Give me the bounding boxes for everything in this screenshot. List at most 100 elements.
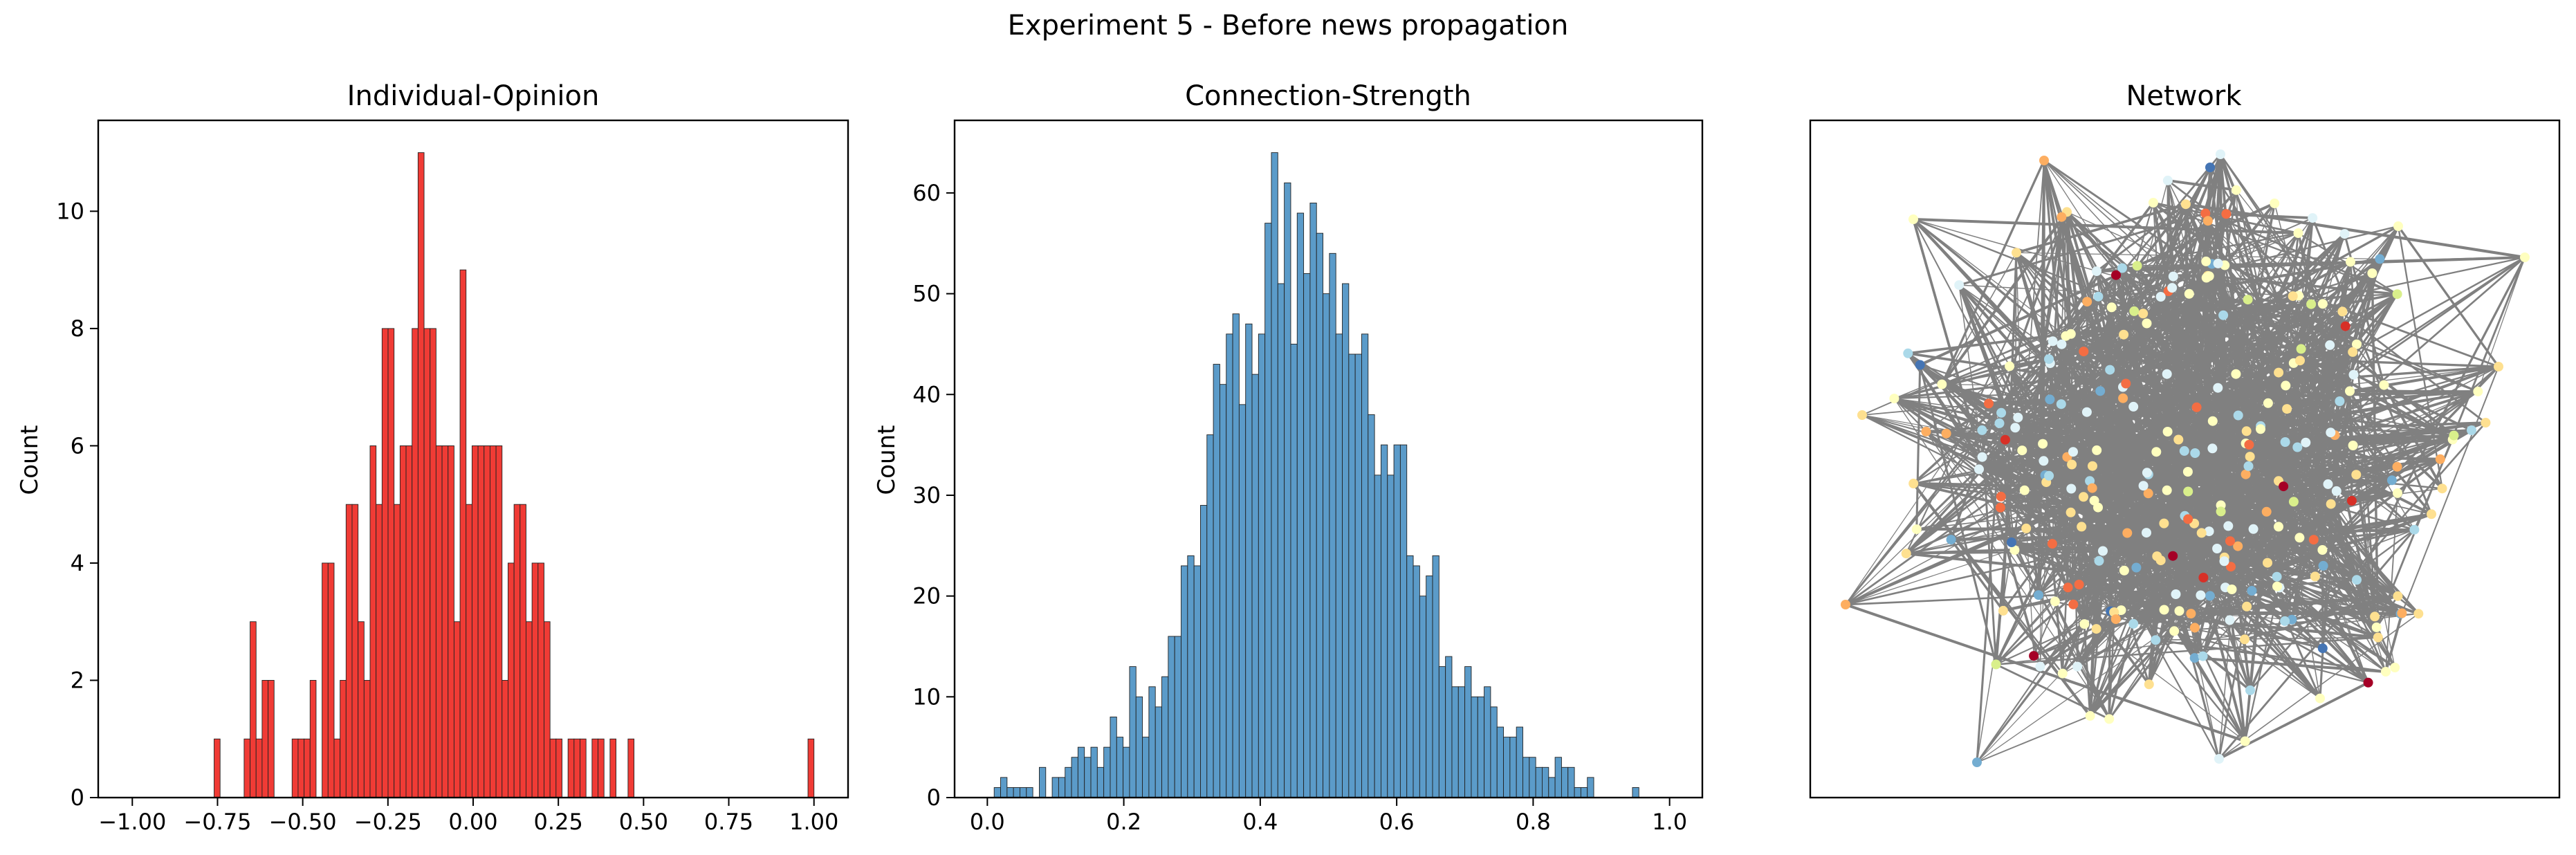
network-node xyxy=(2294,533,2305,543)
opinion-x-tick-label: 0.50 xyxy=(619,809,668,835)
network-node xyxy=(2241,469,2251,479)
network-node xyxy=(2348,369,2359,380)
network-node xyxy=(1984,398,1994,409)
network-node xyxy=(2035,661,2045,672)
strength-x-tick-label: 0.2 xyxy=(1106,809,1141,835)
network-node xyxy=(2473,386,2483,396)
network-node xyxy=(2225,615,2235,625)
network-node xyxy=(2270,199,2280,208)
network-node xyxy=(2393,488,2402,498)
strength-bar xyxy=(1071,757,1078,798)
network-edge xyxy=(1950,539,2005,612)
strength-axis-ticks: 0.0 0.2 0.4 0.6 0.8 1.0 0 10 20 30 40 50 60 xyxy=(912,180,1687,835)
strength-bar xyxy=(1296,212,1305,798)
strength-bar xyxy=(1393,444,1401,798)
network-node xyxy=(2068,599,2079,609)
network-node xyxy=(2091,624,2101,634)
opinion-bar xyxy=(297,738,305,798)
network-node xyxy=(2520,252,2530,262)
network-node xyxy=(2306,299,2317,309)
network-edge xyxy=(2148,365,2499,495)
network-node xyxy=(2105,365,2115,375)
network-edge xyxy=(1861,414,2225,562)
network-edge xyxy=(2349,391,2393,481)
network-node xyxy=(2318,560,2328,571)
network-node xyxy=(2019,485,2030,495)
strength-bar xyxy=(1038,766,1047,798)
network-node xyxy=(2079,492,2088,502)
network-edge xyxy=(1916,527,2027,531)
opinion-bar xyxy=(513,504,521,798)
network-node xyxy=(2242,601,2252,612)
opinion-bar xyxy=(322,562,329,798)
network-edge xyxy=(1940,211,2068,385)
strength-bar xyxy=(1148,686,1156,798)
network-edge xyxy=(2099,272,2373,392)
network-node xyxy=(2288,497,2299,507)
strength-bar xyxy=(1548,777,1556,798)
network-node xyxy=(2029,651,2039,661)
opinion-bar xyxy=(591,738,598,798)
network-node xyxy=(2171,589,2181,599)
opinion-bar xyxy=(399,445,407,798)
strength-bar xyxy=(1471,696,1478,798)
network-node xyxy=(2017,445,2027,456)
network-node xyxy=(2339,229,2350,239)
network-node xyxy=(2013,412,2023,423)
strength-bar xyxy=(1103,746,1111,798)
network-edge xyxy=(1845,603,2246,743)
network-edge xyxy=(1913,219,2019,419)
strength-y-tick-label: 10 xyxy=(912,683,941,710)
network-node xyxy=(2263,558,2272,568)
strength-plot-frame xyxy=(953,119,1704,799)
strength-x-tick-label: 0.8 xyxy=(1516,809,1551,835)
network-node xyxy=(2345,386,2355,396)
network-edge xyxy=(2311,217,2433,515)
opinion-bar xyxy=(345,504,353,798)
network-edge xyxy=(1946,432,2148,475)
network-node xyxy=(2138,481,2149,491)
network-node xyxy=(2056,399,2066,410)
network-node xyxy=(2131,562,2142,573)
opinion-bar xyxy=(453,621,461,798)
strength-bar xyxy=(1387,475,1395,798)
opinion-x-tick-label: 1.00 xyxy=(789,809,838,835)
network-node xyxy=(2168,551,2178,561)
strength-histogram-panel: Connection-Strength Count 0.0 0.2 0.4 0.6 0.… xyxy=(873,80,1704,835)
network-node xyxy=(2068,447,2078,457)
strength-bar xyxy=(1368,414,1375,798)
opinion-bar xyxy=(381,328,389,798)
network-node xyxy=(2081,407,2092,417)
network-node xyxy=(2093,502,2103,513)
network-node xyxy=(2205,591,2215,601)
network-node xyxy=(1996,491,2006,502)
network-edge xyxy=(2160,374,2355,562)
network-edge xyxy=(2097,275,2209,508)
network-node xyxy=(2142,318,2152,329)
network-node xyxy=(2467,425,2476,435)
strength-bar xyxy=(1348,353,1356,798)
network-node xyxy=(1954,280,1965,291)
strength-bar xyxy=(1374,475,1381,798)
strength-bar xyxy=(1187,555,1195,798)
strength-bar xyxy=(1000,777,1008,798)
strength-bar xyxy=(1399,444,1408,798)
opinion-y-tick-label: 8 xyxy=(71,315,84,342)
network-node xyxy=(2063,582,2073,593)
strength-bar xyxy=(1161,676,1169,798)
network-edge xyxy=(2218,613,2419,760)
network-node xyxy=(2121,378,2131,389)
network-edge xyxy=(2284,259,2381,443)
network-edge xyxy=(2066,211,2209,277)
network-node xyxy=(2216,149,2225,159)
network-node xyxy=(2039,456,2049,466)
network-edge xyxy=(2066,211,2262,428)
opinion-x-tick-label: 0.25 xyxy=(534,809,583,835)
network-edge xyxy=(1915,365,1922,530)
network-node xyxy=(2386,475,2397,486)
network-node xyxy=(2393,221,2403,231)
opinion-bar xyxy=(435,445,443,798)
network-node xyxy=(2231,369,2241,379)
network-node xyxy=(1908,479,1919,488)
network-node xyxy=(2048,336,2058,347)
